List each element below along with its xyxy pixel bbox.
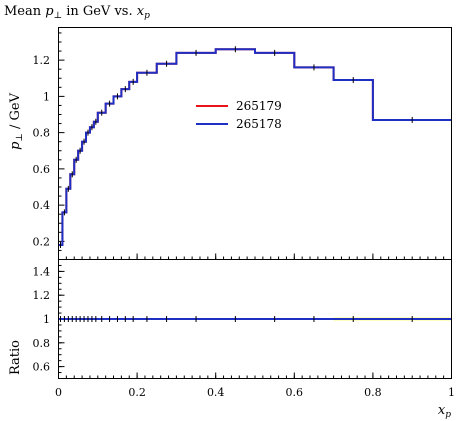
x-tick-label: 1: [448, 386, 455, 399]
y-tick-label: 0.6: [33, 163, 51, 176]
ratio-tick-label: 0.6: [33, 361, 51, 374]
ratio-tick-label: 0.8: [33, 337, 51, 350]
ratio-tick-label: 1: [43, 313, 50, 326]
series-line-265179: [58, 48, 452, 246]
main-plot-frame: [58, 27, 452, 260]
y-tick-label: 1.2: [33, 54, 51, 67]
error-bars: [59, 46, 413, 322]
x-tick-label: 0.2: [128, 386, 146, 399]
legend: 265179 265178: [196, 99, 282, 131]
y-tick-label: 0.8: [33, 127, 51, 140]
x-tick-label: 0: [55, 386, 62, 399]
series-line-265178: [58, 48, 452, 246]
x-tick-label: 0.4: [207, 386, 225, 399]
main-axis-ticks: 0.2 0.4 0.6 0.8 1 1.2: [33, 32, 452, 260]
y-tick-label: 1: [43, 90, 50, 103]
x-tick-label: 0.8: [364, 386, 382, 399]
main-series-lines: [58, 48, 452, 246]
ratio-axis-label: Ratio: [8, 340, 23, 375]
y-axis-label: p⊥ / GeV: [8, 92, 25, 150]
y-tick-label: 0.2: [33, 235, 51, 248]
ratio-tick-label: 1.2: [33, 289, 51, 302]
legend-label-265178: 265178: [236, 117, 282, 131]
chart-title: Mean p⊥ in GeV vs. xp: [4, 4, 150, 21]
legend-label-265179: 265179: [236, 99, 282, 113]
ratio-tick-label: 1.4: [33, 265, 51, 278]
x-tick-label: 0.6: [286, 386, 304, 399]
ratio-plot-frame: [58, 259, 452, 379]
y-tick-label: 0.4: [33, 199, 51, 212]
x-axis-label: xp: [438, 403, 451, 420]
